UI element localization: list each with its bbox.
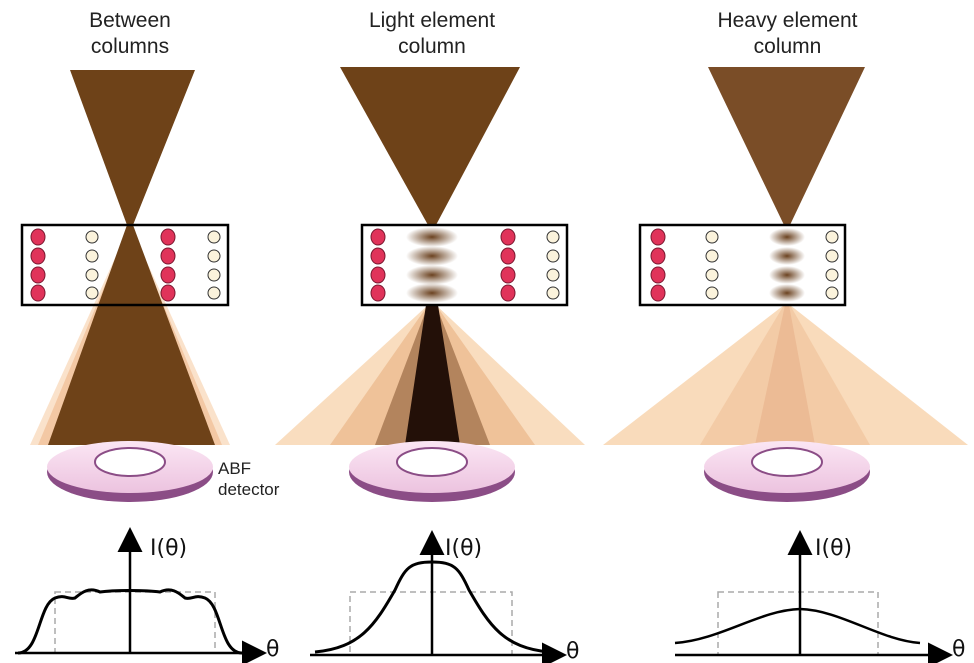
panel-title: Heavy element column [705,8,870,60]
panel-light [275,67,585,655]
x-axis-label: θ [566,639,579,663]
y-axis-label: I(θ) [815,536,852,561]
diagram [0,0,974,663]
panel-title: Light element column [352,8,512,60]
detector-label: ABF detector [218,458,298,500]
panel-between [15,70,262,653]
panel-title: Between columns [65,8,195,60]
x-axis-label: θ [952,637,965,662]
panel-heavy [603,67,968,655]
x-axis-label: θ [266,637,279,662]
y-axis-label: I(θ) [445,536,482,561]
y-axis-label: I(θ) [150,536,187,561]
figure: Between columns Light element column Hea… [0,0,974,663]
